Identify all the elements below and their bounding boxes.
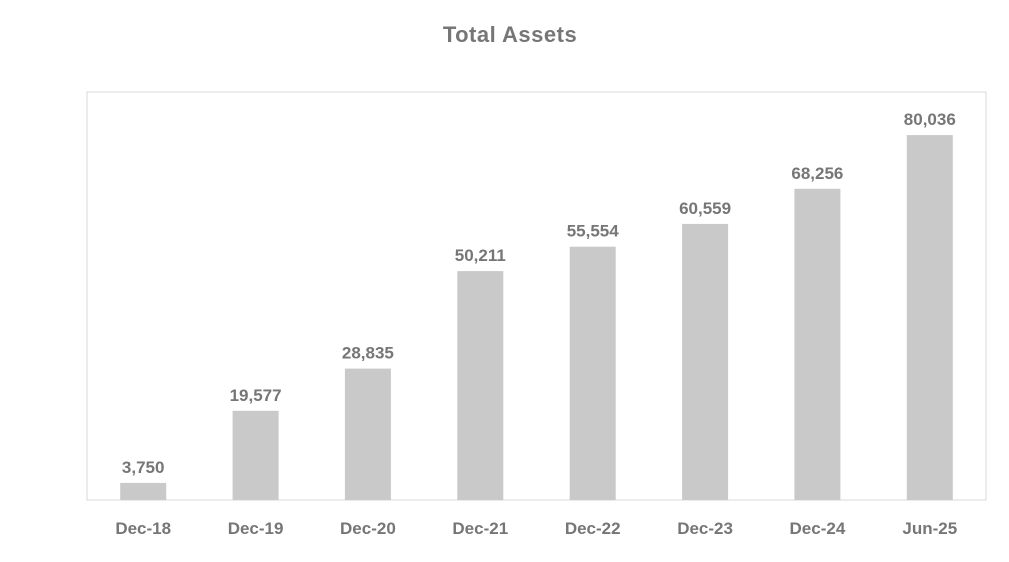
data-label-dec-22: 55,554 xyxy=(567,222,620,241)
plot-area-frame xyxy=(86,91,987,501)
bar-dec-21 xyxy=(457,271,504,500)
bars-group xyxy=(120,135,953,501)
bar-jun-25 xyxy=(906,135,953,500)
data-label-dec-23: 60,559 xyxy=(679,199,731,218)
bar-dec-18 xyxy=(120,482,167,500)
chart-title: Total Assets xyxy=(443,22,577,47)
x-tick-label-dec-18: Dec-18 xyxy=(115,519,171,538)
bar-dec-24 xyxy=(794,188,841,501)
x-tick-label-jun-25: Jun-25 xyxy=(902,519,957,538)
data-label-dec-20: 28,835 xyxy=(342,344,394,363)
data-label-dec-18: 3,750 xyxy=(122,458,165,477)
x-tick-label-dec-23: Dec-23 xyxy=(677,519,733,538)
x-tick-label-dec-19: Dec-19 xyxy=(228,519,284,538)
data-label-dec-21: 50,211 xyxy=(455,246,506,265)
bar-dec-22 xyxy=(569,246,616,500)
x-tick-label-dec-20: Dec-20 xyxy=(340,519,396,538)
bar-dec-23 xyxy=(682,223,729,500)
x-tick-label-dec-24: Dec-24 xyxy=(790,519,846,538)
x-tick-label-dec-21: Dec-21 xyxy=(452,519,508,538)
data-label-dec-24: 68,256 xyxy=(791,164,843,183)
bar-dec-19 xyxy=(232,410,279,500)
x-tick-label-dec-22: Dec-22 xyxy=(565,519,621,538)
data-labels-group: 3,750 19,577 28,835 50,211 55,554 60,559 68,25… xyxy=(122,110,956,477)
data-label-jun-25: 80,036 xyxy=(904,110,956,129)
data-label-dec-19: 19,577 xyxy=(230,386,282,405)
x-axis-tick-labels: Dec-18 Dec-19 Dec-20 Dec-21 Dec-22 Dec-23 Dec-… xyxy=(115,519,957,538)
bar-dec-20 xyxy=(344,368,391,500)
